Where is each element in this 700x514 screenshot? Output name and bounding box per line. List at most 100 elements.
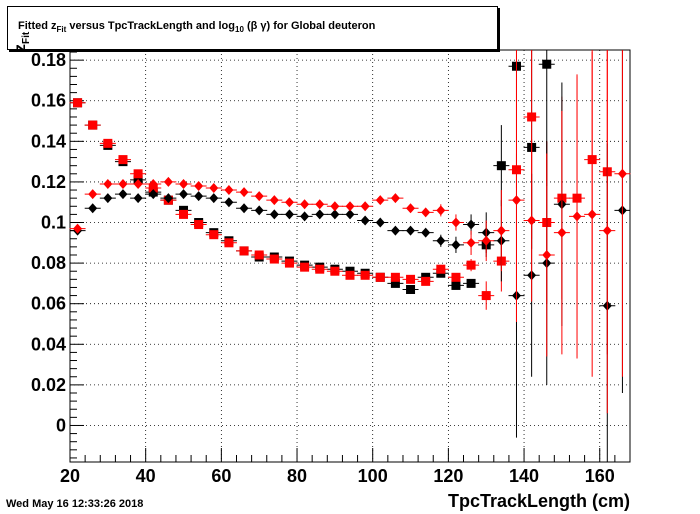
data-point-diamond	[602, 225, 612, 236]
data-point-diamond	[148, 189, 158, 200]
data-point-diamond	[254, 205, 264, 216]
data-point-square	[481, 291, 491, 301]
x-axis-label: TpcTrackLength (cm)	[447, 491, 630, 511]
data-point-diamond	[148, 178, 158, 189]
chart-title: Fitted zFit versus TpcTrackLength and lo…	[18, 20, 375, 34]
data-point-diamond	[496, 225, 506, 236]
data-point-diamond	[118, 189, 128, 200]
y-axis-label-main: z	[12, 44, 29, 52]
data-point-diamond	[481, 235, 491, 246]
data-point-diamond	[194, 180, 204, 191]
data-point-square	[88, 120, 98, 130]
y-tick-label: 0.04	[31, 334, 66, 354]
data-point-diamond	[284, 197, 294, 208]
y-tick-label: 0.08	[31, 253, 66, 273]
x-tick-label: 100	[358, 466, 388, 486]
data-point-square	[103, 138, 113, 148]
title-middle: versus TpcTrackLength and log	[66, 20, 235, 32]
data-point-square	[194, 220, 204, 230]
data-point-square	[133, 169, 143, 179]
data-point-diamond	[194, 191, 204, 202]
data-point-square	[209, 230, 219, 240]
data-point-diamond	[511, 195, 521, 206]
x-tick-label: 20	[60, 466, 80, 486]
data-series	[69, 50, 631, 462]
data-point-diamond	[315, 199, 325, 210]
title-sub-fit: Fit	[56, 25, 67, 35]
data-point-square	[118, 155, 128, 165]
data-point-diamond	[451, 239, 461, 250]
y-tick-label: 0.16	[31, 91, 66, 111]
data-point-diamond	[300, 211, 310, 222]
data-point-diamond	[587, 209, 597, 220]
y-tick-label: 0.06	[31, 294, 66, 314]
data-point-diamond	[542, 249, 552, 260]
data-point-diamond	[360, 201, 370, 212]
data-point-square	[406, 284, 416, 294]
data-point-diamond	[284, 209, 294, 220]
y-tick-label: 0.02	[31, 375, 66, 395]
data-point-square	[421, 276, 431, 286]
data-point-diamond	[269, 209, 279, 220]
data-point-square	[451, 272, 461, 282]
data-point-diamond	[617, 168, 627, 179]
data-point-diamond	[103, 193, 113, 204]
data-point-diamond	[436, 235, 446, 246]
data-point-diamond	[239, 203, 249, 214]
data-point-diamond	[163, 176, 173, 187]
x-tick-label: 160	[585, 466, 615, 486]
data-point-diamond	[88, 203, 98, 214]
data-point-diamond	[451, 217, 461, 228]
data-point-diamond	[118, 178, 128, 189]
x-tick-label: 60	[211, 466, 231, 486]
axis-ticks: 20 40 60 80 100 120 140 160 0 0.02 0.04 0.06 0.08 0.1…	[31, 50, 631, 486]
data-point-diamond	[239, 187, 249, 198]
data-point-diamond	[73, 223, 83, 234]
data-point-diamond	[209, 193, 219, 204]
x-tick-label: 80	[287, 466, 307, 486]
data-point-square	[330, 266, 340, 276]
data-point-square	[406, 274, 416, 284]
data-point-diamond	[466, 237, 476, 248]
data-point-square	[224, 238, 234, 248]
data-point-diamond	[269, 195, 279, 206]
data-point-diamond	[133, 193, 143, 204]
data-point-square	[239, 246, 249, 256]
y-axis-label: zFit	[12, 32, 32, 52]
series-red-diamond	[69, 50, 631, 414]
title-suffix: (β γ) for Global deuteron	[243, 20, 376, 32]
data-point-diamond	[209, 183, 219, 194]
data-point-square	[360, 270, 370, 280]
series-red-square	[69, 50, 616, 355]
data-point-diamond	[406, 225, 416, 236]
data-point-square	[284, 258, 294, 268]
data-point-diamond	[527, 215, 537, 226]
data-point-square	[254, 250, 264, 260]
data-point-square	[542, 59, 552, 69]
data-point-square	[527, 112, 537, 122]
x-tick-label: 140	[509, 466, 539, 486]
data-point-diamond	[163, 193, 173, 204]
data-point-diamond	[179, 189, 189, 200]
title-sub-10: 10	[235, 25, 244, 35]
data-point-diamond	[466, 219, 476, 230]
data-point-square	[300, 262, 310, 272]
data-point-diamond	[133, 178, 143, 189]
data-point-square	[451, 280, 461, 290]
data-point-square	[315, 264, 325, 274]
plot-frame	[69, 49, 631, 463]
data-point-diamond	[179, 178, 189, 189]
data-point-square	[345, 270, 355, 280]
data-point-diamond	[345, 201, 355, 212]
data-point-square	[390, 272, 400, 282]
data-point-diamond	[406, 203, 416, 214]
data-point-square	[466, 278, 476, 288]
data-point-diamond	[224, 185, 234, 196]
data-point-diamond	[436, 205, 446, 216]
y-tick-label: 0.12	[31, 172, 66, 192]
y-tick-label: 0	[56, 415, 66, 435]
x-tick-label: 120	[433, 466, 463, 486]
data-point-diamond	[254, 191, 264, 202]
data-point-square	[375, 272, 385, 282]
data-point-diamond	[557, 227, 567, 238]
